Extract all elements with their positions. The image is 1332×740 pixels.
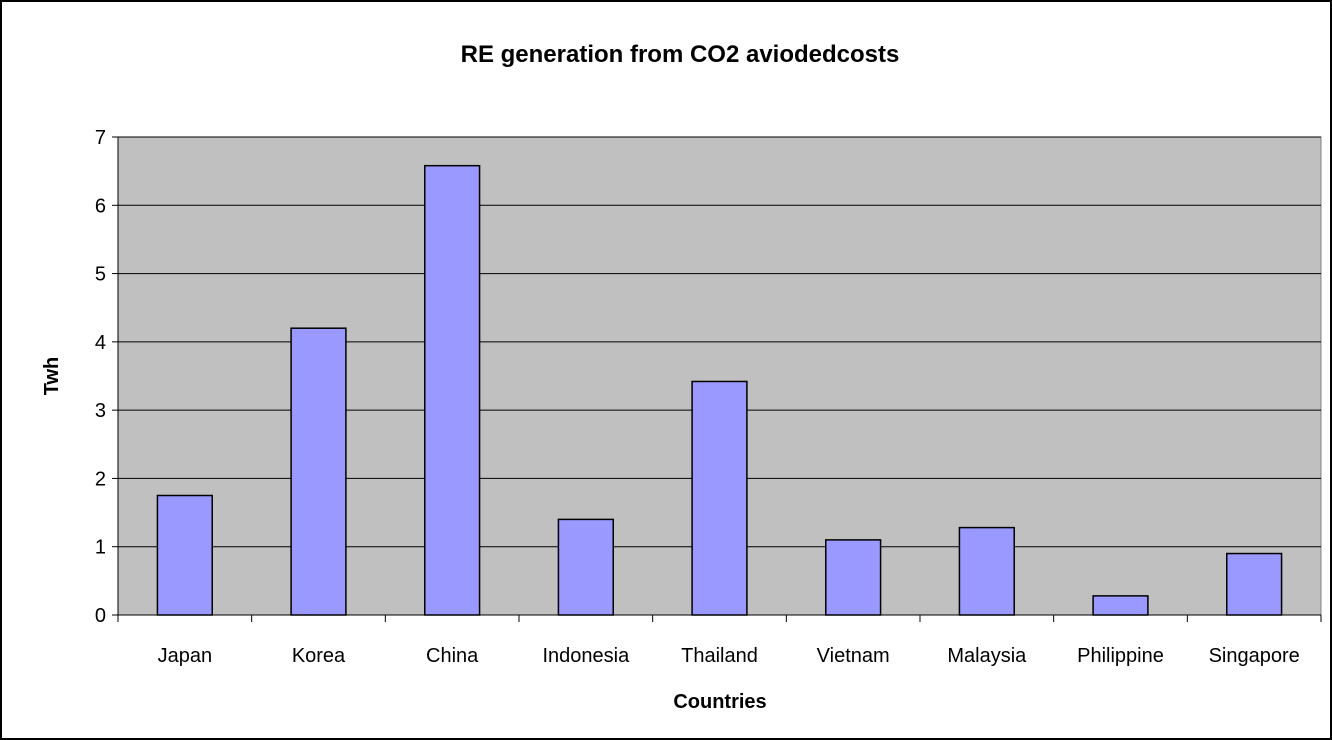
y-tick-label: 3 bbox=[95, 400, 106, 422]
bar-singapore bbox=[1226, 552, 1283, 616]
y-tick-label: 4 bbox=[95, 332, 106, 354]
bar-vietnam bbox=[825, 539, 882, 616]
x-tick-label: Philippine bbox=[1077, 645, 1164, 667]
bar-thailand bbox=[691, 380, 748, 616]
y-axis-ticks: 0 1 2 3 4 5 6 7 bbox=[95, 127, 118, 627]
chart-title: RE generation from CO2 aviodedcosts bbox=[461, 41, 900, 68]
x-axis-title: Countries bbox=[673, 691, 766, 713]
bar-china bbox=[424, 164, 481, 616]
bar-indonesia bbox=[557, 518, 614, 616]
x-tick-label: Korea bbox=[292, 645, 346, 667]
x-tick-label: Thailand bbox=[681, 645, 758, 667]
y-tick-label: 1 bbox=[95, 537, 106, 559]
y-axis-title: Twh bbox=[41, 357, 63, 396]
x-tick-label: China bbox=[426, 645, 479, 667]
y-tick-label: 2 bbox=[95, 468, 106, 490]
y-tick-label: 7 bbox=[95, 127, 106, 149]
bar-malaysia bbox=[958, 526, 1015, 616]
bar-philippine bbox=[1092, 595, 1149, 616]
y-tick-label: 0 bbox=[95, 605, 106, 627]
bar-korea bbox=[290, 327, 347, 616]
bars bbox=[156, 164, 1283, 616]
y-tick-label: 5 bbox=[95, 264, 106, 286]
x-tick-label: Malaysia bbox=[947, 645, 1027, 667]
x-tick-label: Japan bbox=[158, 645, 213, 667]
x-tick-label: Singapore bbox=[1209, 645, 1300, 667]
x-axis-ticks: Japan Korea China Indonesia Thailand Vietnam M… bbox=[117, 615, 1322, 667]
bar-japan bbox=[156, 494, 213, 616]
y-tick-label: 6 bbox=[95, 195, 106, 217]
x-tick-label: Indonesia bbox=[542, 645, 630, 667]
x-tick-label: Vietnam bbox=[817, 645, 890, 667]
